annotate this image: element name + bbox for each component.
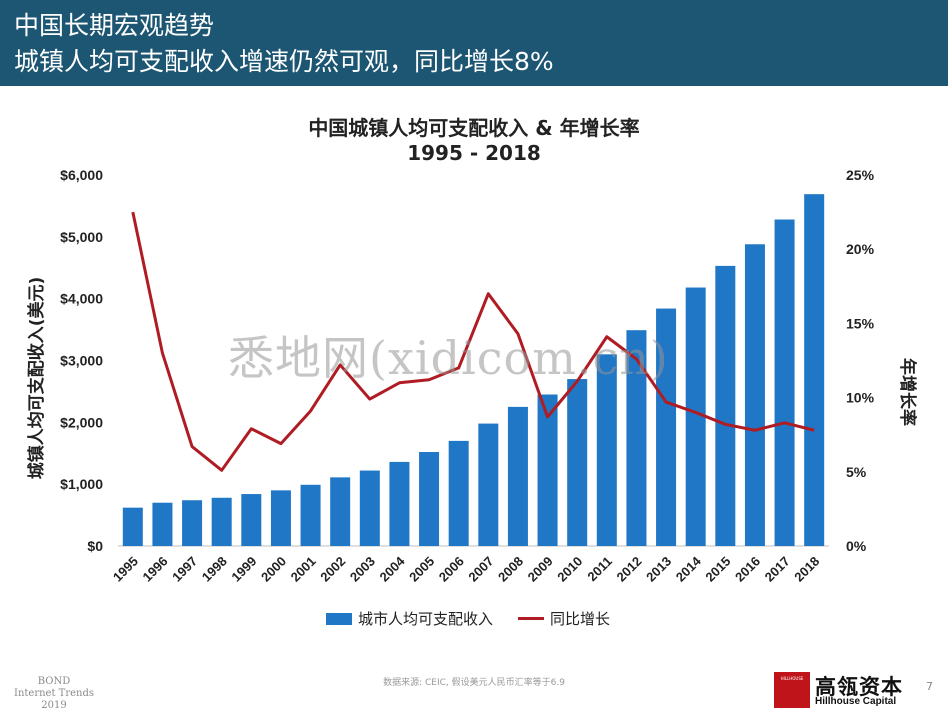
x-tick-label: 2000: [258, 554, 289, 585]
growth-rate-line: [131, 211, 815, 472]
income-bar: [122, 507, 143, 546]
y2-tick-label: 0%: [846, 538, 867, 554]
income-bar: [330, 477, 351, 546]
income-bar: [685, 287, 706, 546]
x-tick-label: 1999: [228, 554, 259, 585]
x-tick-label: 2003: [347, 554, 378, 585]
x-tick-label: 2018: [791, 554, 822, 585]
income-bar: [419, 452, 440, 546]
income-bar: [152, 502, 173, 546]
y-tick-label: $2,000: [60, 414, 103, 430]
data-source-note: 数据来源: CEIC, 假设美元人民币汇率等于6.9: [383, 678, 565, 688]
legend-item-growth: 同比增长: [518, 608, 610, 629]
y-tick-label: $6,000: [60, 167, 103, 183]
income-bar: [567, 379, 588, 546]
income-bar: [715, 265, 736, 546]
income-bar: [211, 497, 232, 546]
logo-mark-text: HILLHOUSE: [780, 676, 804, 681]
legend-label-growth: 同比增长: [550, 610, 611, 628]
y2-tick-label: 25%: [846, 167, 875, 183]
x-tick-label: 2002: [317, 554, 348, 585]
x-tick-label: 2001: [288, 554, 319, 585]
title-banner: 中国长期宏观趋势 城镇人均可支配收入增速仍然可观，同比增长8%: [0, 0, 948, 86]
income-bar: [359, 470, 380, 546]
bond-brand-line2: Internet Trends: [14, 688, 95, 699]
income-bar: [656, 308, 677, 546]
y2-tick-label: 10%: [846, 390, 875, 406]
slide-title: 中国长期宏观趋势: [14, 11, 215, 40]
y2-tick-label: 20%: [846, 241, 875, 257]
chart-subtitle: 1995 - 2018: [407, 141, 541, 165]
x-tick-label: 1998: [199, 554, 230, 585]
page-number: 7: [926, 680, 933, 693]
income-bar: [478, 423, 499, 546]
x-tick-label: 2012: [614, 554, 645, 585]
x-tick-label: 1997: [169, 554, 200, 585]
x-tick-label: 2014: [673, 553, 705, 585]
x-tick-label: 2017: [762, 554, 793, 585]
y-tick-label: $0: [87, 538, 103, 554]
legend-bar-swatch: [326, 612, 352, 625]
y2-tick-label: 15%: [846, 315, 875, 331]
income-bar: [448, 440, 469, 546]
y2-tick-label: 5%: [846, 464, 867, 480]
y-axis-label: 城镇人均可支配收入(美元): [26, 277, 47, 480]
income-bar: [626, 330, 647, 546]
x-tick-label: 2016: [732, 554, 763, 585]
hillhouse-logo-mark: HILLHOUSE: [774, 672, 810, 708]
income-bar: [300, 484, 321, 546]
x-tick-label: 1996: [140, 554, 171, 585]
bond-brand: BOND Internet Trends 2019: [14, 676, 94, 712]
x-tick-label: 2004: [377, 553, 409, 585]
legend-item-income: 城市人均可支配收入: [326, 608, 493, 629]
slide-subtitle: 城镇人均可支配收入增速仍然可观，同比增长8%: [14, 47, 554, 76]
income-bar: [241, 494, 262, 546]
y-tick-label: $4,000: [60, 291, 103, 307]
watermark: 悉地网(xidicom.cn): [228, 331, 669, 385]
x-tick-label: 2007: [465, 554, 496, 585]
income-bar: [804, 194, 825, 546]
x-tick-label: 2015: [702, 554, 733, 585]
x-tick-label: 2013: [643, 554, 674, 585]
x-tick-label: 2005: [406, 554, 437, 585]
income-bar: [774, 219, 795, 546]
x-tick-label: 2010: [554, 554, 585, 585]
x-tick-label: 1995: [110, 554, 141, 585]
x-tick-label: 2008: [495, 554, 526, 585]
x-tick-label: 2006: [436, 554, 467, 585]
y2-axis-label: 年增长率: [897, 358, 918, 426]
y-tick-label: $5,000: [60, 229, 103, 245]
income-bar: [389, 461, 410, 546]
logo-chinese-name: 高瓴资本: [815, 675, 903, 699]
legend-label-income: 城市人均可支配收入: [358, 610, 494, 628]
bond-brand-line3: 2019: [41, 700, 67, 711]
income-bar: [270, 490, 291, 546]
chart-title: 中国城镇人均可支配收入 & 年增长率: [308, 116, 640, 140]
income-bar: [507, 406, 528, 546]
income-bar: [182, 500, 203, 546]
income-bar: [596, 354, 617, 546]
x-tick-label: 2009: [525, 554, 556, 585]
bond-brand-line1: BOND: [37, 676, 71, 687]
income-bar: [744, 244, 765, 546]
y-tick-label: $1,000: [60, 476, 103, 492]
y-tick-label: $3,000: [60, 353, 103, 369]
x-tick-label: 2011: [584, 554, 615, 585]
logo-english-name: Hillhouse Capital: [815, 696, 897, 707]
income-bar: [537, 394, 558, 546]
legend-line-swatch: [518, 617, 544, 620]
